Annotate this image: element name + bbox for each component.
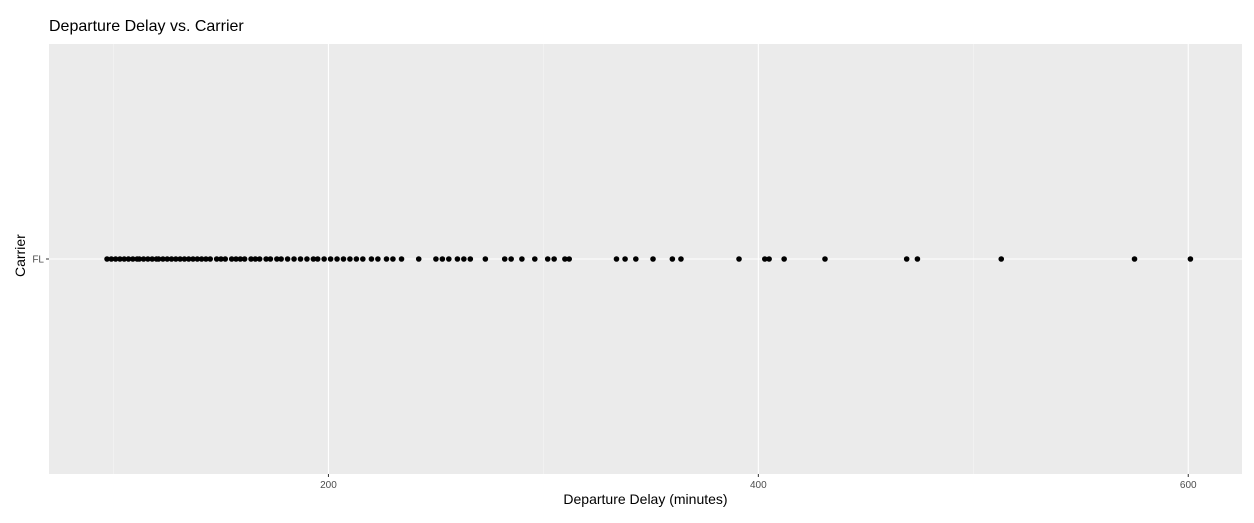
- data-point: [383, 256, 390, 262]
- data-point: [903, 256, 910, 262]
- data-point: [284, 256, 291, 262]
- data-point: [155, 256, 162, 262]
- y-tick-label: FL: [32, 255, 44, 266]
- data-point: [562, 256, 568, 262]
- x-tick-label: 600: [1180, 480, 1197, 491]
- data-point: [433, 256, 439, 262]
- data-point: [203, 256, 209, 262]
- data-point: [117, 256, 123, 262]
- data-point: [267, 256, 274, 262]
- data-point: [314, 256, 321, 262]
- data-point: [531, 256, 538, 262]
- data-point: [130, 256, 136, 262]
- data-point: [218, 256, 224, 262]
- data-point: [321, 256, 327, 262]
- data-point: [145, 256, 151, 262]
- data-point: [185, 256, 192, 262]
- data-point: [446, 256, 452, 262]
- data-point: [375, 256, 381, 262]
- data-point: [454, 256, 461, 262]
- data-point: [678, 256, 684, 262]
- data-point: [736, 256, 742, 262]
- data-point: [669, 256, 676, 262]
- data-point: [467, 256, 474, 262]
- data-point: [551, 256, 557, 262]
- data-point: [340, 256, 347, 262]
- data-point: [613, 256, 620, 262]
- data-point: [256, 256, 263, 262]
- data-point: [566, 256, 572, 262]
- data-point: [112, 256, 119, 262]
- data-point: [168, 256, 175, 262]
- data-point: [334, 256, 340, 262]
- data-point: [327, 256, 334, 262]
- data-point: [650, 256, 656, 262]
- data-point: [360, 256, 366, 262]
- data-point: [914, 256, 921, 262]
- data-point: [198, 256, 205, 262]
- data-point: [274, 256, 280, 262]
- data-point: [633, 256, 639, 262]
- data-point: [108, 256, 115, 262]
- data-point: [237, 256, 244, 262]
- data-point: [482, 256, 489, 262]
- data-point: [121, 256, 128, 262]
- x-axis-label: Departure Delay (minutes): [563, 491, 728, 507]
- x-tick-label: 200: [320, 480, 337, 491]
- data-point: [207, 256, 214, 262]
- data-point: [194, 256, 201, 262]
- data-point: [297, 256, 304, 262]
- data-point: [233, 256, 239, 262]
- data-point: [164, 256, 171, 262]
- data-point: [310, 256, 317, 262]
- x-tick-label: 400: [750, 480, 767, 491]
- x-axis-ticks: 200 400 600: [320, 474, 1197, 491]
- data-point: [213, 256, 220, 262]
- data-point: [1131, 256, 1138, 262]
- data-point: [228, 256, 235, 262]
- data-point: [222, 256, 229, 262]
- data-point: [104, 256, 110, 262]
- data-point: [173, 256, 179, 262]
- data-point: [248, 256, 254, 262]
- y-axis-ticks: FL: [32, 255, 49, 266]
- data-point: [998, 256, 1005, 262]
- data-point: [347, 256, 353, 262]
- chart-title: Departure Delay vs. Carrier: [49, 18, 244, 35]
- data-point: [762, 256, 768, 262]
- data-point: [252, 256, 259, 262]
- data-point: [415, 256, 422, 262]
- data-point: [177, 256, 183, 262]
- data-point: [125, 256, 132, 262]
- data-point: [304, 256, 310, 262]
- data-point: [398, 256, 405, 262]
- data-point: [368, 256, 375, 262]
- data-points: [104, 256, 1194, 262]
- data-point: [622, 256, 628, 262]
- data-point: [781, 256, 787, 262]
- data-point: [501, 256, 508, 262]
- data-point: [461, 256, 467, 262]
- data-point: [190, 256, 196, 262]
- data-point: [181, 256, 188, 262]
- data-point: [263, 256, 269, 262]
- data-point: [766, 256, 772, 262]
- data-point: [439, 256, 446, 262]
- data-point: [160, 256, 166, 262]
- data-point: [136, 256, 143, 262]
- data-point: [822, 256, 828, 262]
- data-point: [291, 256, 297, 262]
- data-point: [544, 256, 551, 262]
- data-point: [140, 256, 147, 262]
- data-point: [278, 256, 284, 262]
- data-point: [149, 256, 155, 262]
- data-point: [1187, 256, 1194, 262]
- data-point: [508, 256, 514, 262]
- data-point: [353, 256, 360, 262]
- data-point: [241, 256, 248, 262]
- data-point: [390, 256, 396, 262]
- data-point: [519, 256, 525, 262]
